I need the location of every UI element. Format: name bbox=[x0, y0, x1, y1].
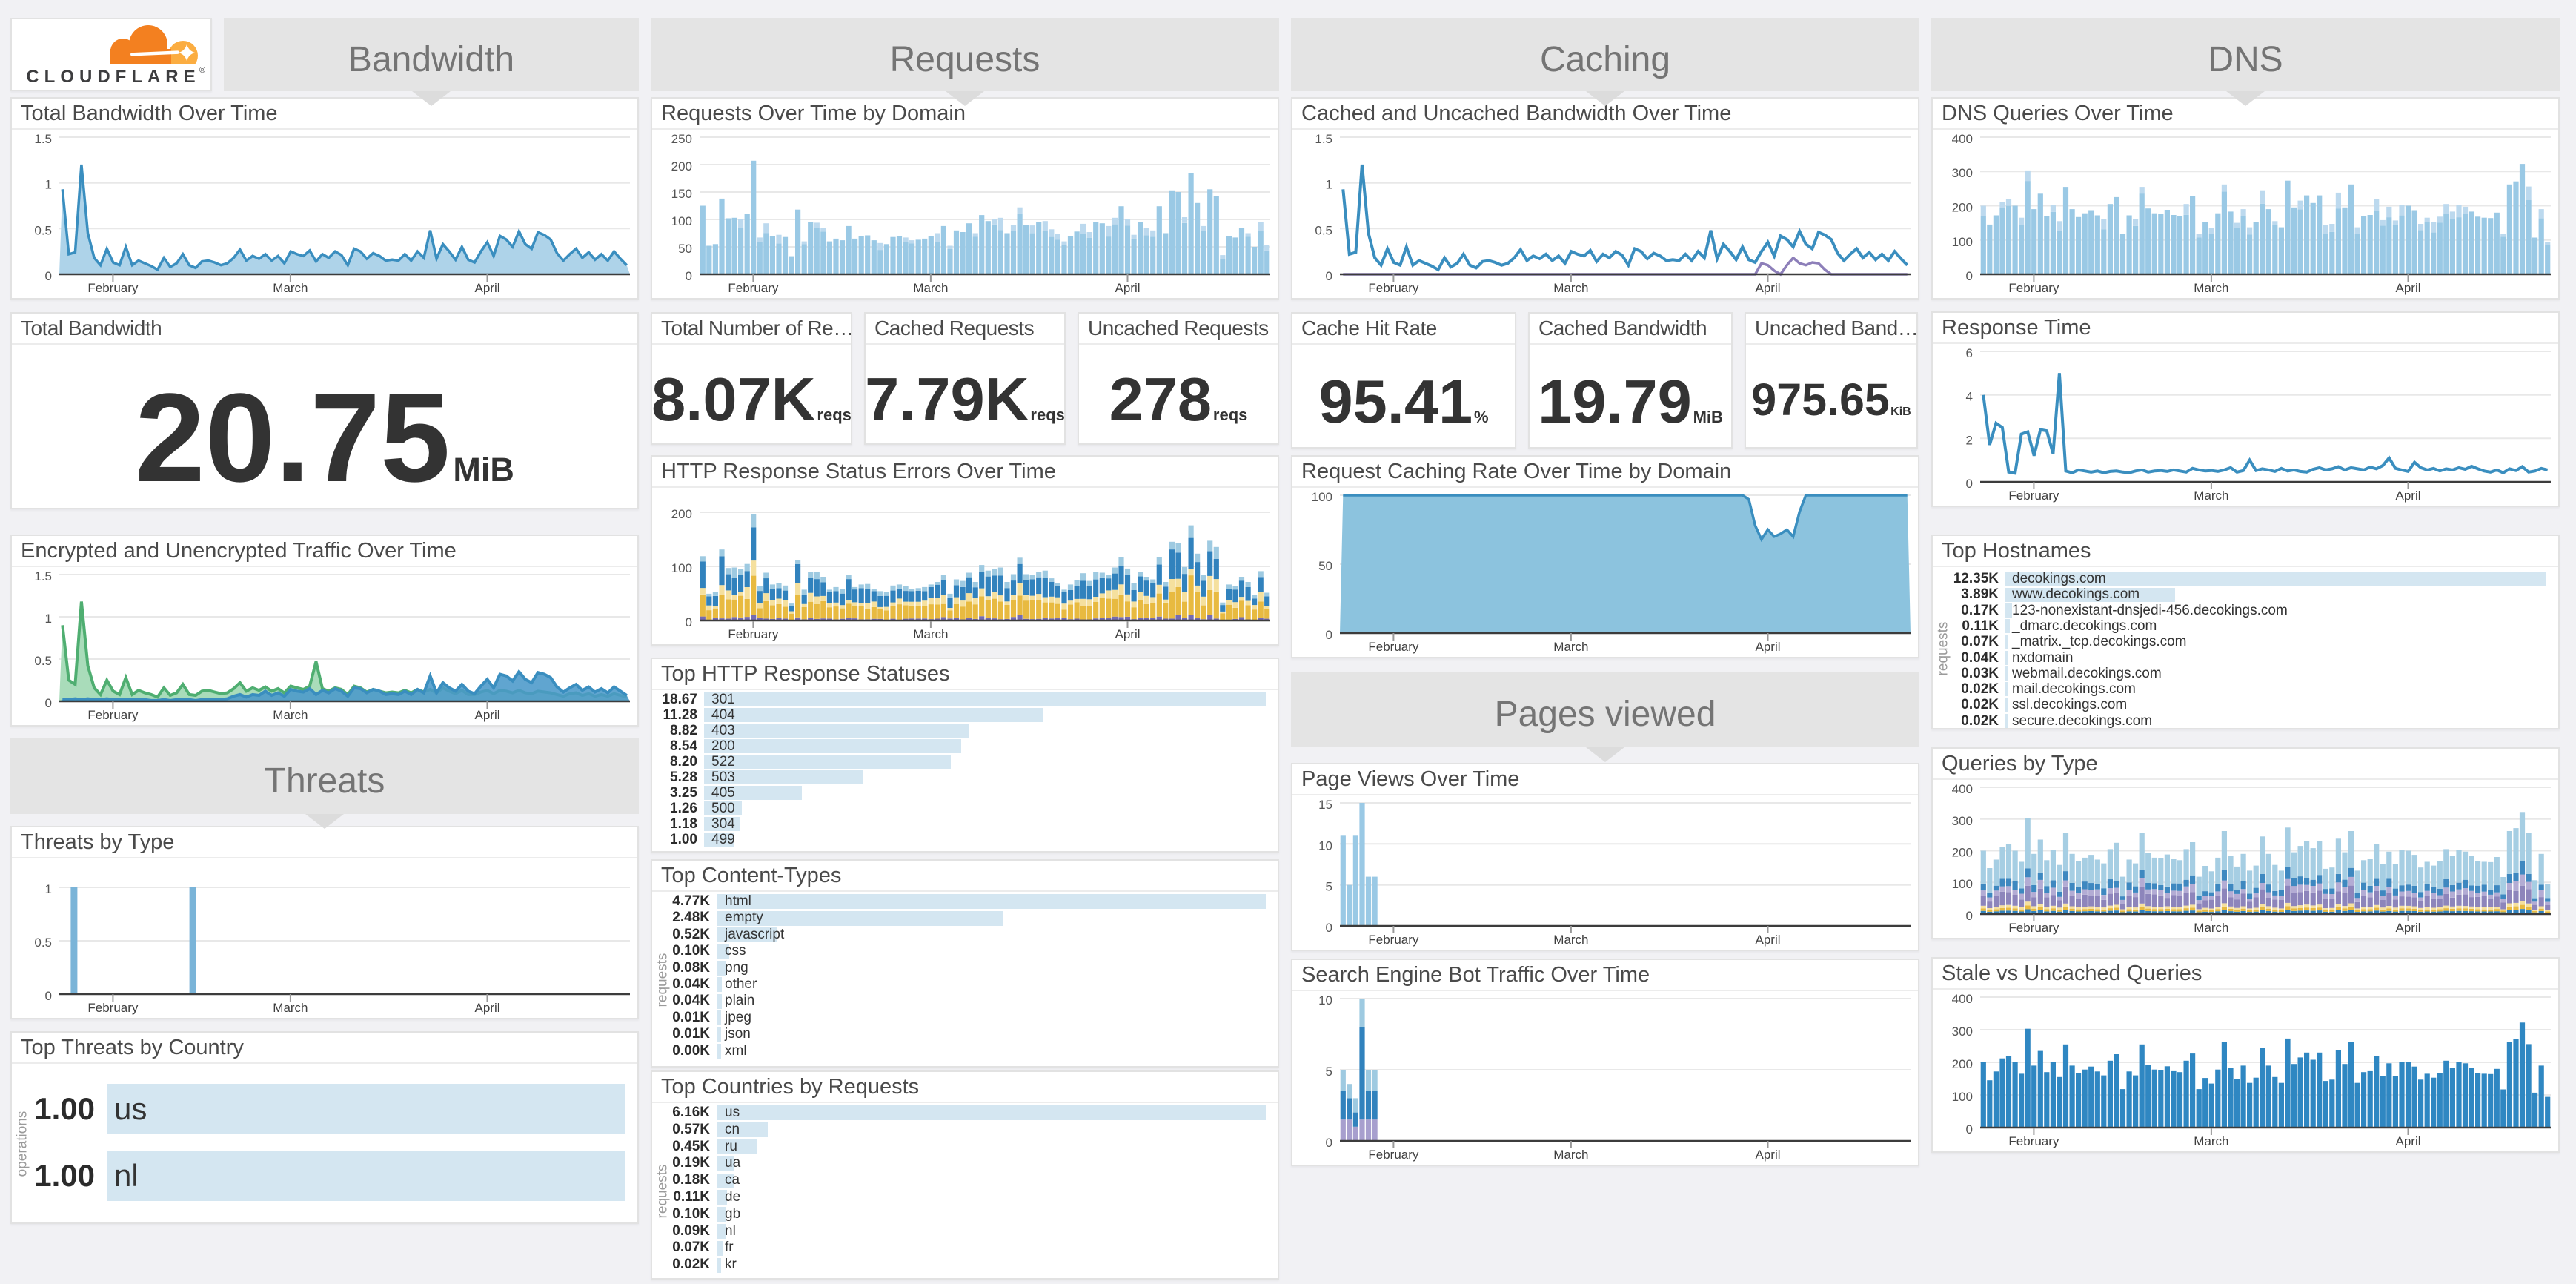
svg-text:February: February bbox=[1368, 1148, 1419, 1162]
svg-text:CLOUDFLARE: CLOUDFLARE bbox=[26, 67, 200, 87]
svg-text:March: March bbox=[273, 1001, 308, 1015]
svg-text:April: April bbox=[1755, 281, 1780, 295]
svg-text:March: March bbox=[273, 708, 308, 722]
svg-text:April: April bbox=[2395, 281, 2420, 295]
svg-text:February: February bbox=[87, 1001, 139, 1015]
svg-text:March: March bbox=[1553, 640, 1588, 654]
svg-text:April: April bbox=[1115, 627, 1140, 641]
svg-text:100: 100 bbox=[1312, 490, 1332, 504]
svg-text:0: 0 bbox=[1326, 628, 1332, 642]
svg-text:200: 200 bbox=[671, 507, 692, 521]
svg-text:April: April bbox=[2395, 489, 2420, 503]
svg-text:0: 0 bbox=[686, 615, 692, 629]
svg-text:0.5: 0.5 bbox=[1315, 223, 1332, 237]
svg-text:February: February bbox=[2008, 921, 2059, 935]
svg-text:March: March bbox=[1553, 933, 1588, 947]
svg-text:April: April bbox=[2395, 921, 2420, 935]
svg-text:50: 50 bbox=[678, 242, 692, 256]
svg-text:0: 0 bbox=[1326, 921, 1332, 935]
svg-text:April: April bbox=[1115, 281, 1140, 295]
svg-text:February: February bbox=[87, 708, 139, 722]
svg-text:February: February bbox=[2008, 1134, 2059, 1148]
svg-text:100: 100 bbox=[671, 214, 692, 228]
svg-text:February: February bbox=[728, 281, 779, 295]
svg-text:300: 300 bbox=[1952, 814, 1973, 828]
svg-text:1.5: 1.5 bbox=[34, 569, 52, 583]
svg-text:0: 0 bbox=[45, 696, 52, 710]
svg-text:1.5: 1.5 bbox=[34, 132, 52, 146]
svg-text:March: March bbox=[1553, 1148, 1588, 1162]
svg-text:0: 0 bbox=[1966, 909, 1973, 923]
svg-text:200: 200 bbox=[1952, 1057, 1973, 1071]
svg-text:1: 1 bbox=[1326, 178, 1332, 192]
svg-text:0: 0 bbox=[1326, 269, 1332, 283]
svg-text:2: 2 bbox=[1966, 433, 1973, 447]
svg-text:February: February bbox=[1368, 933, 1419, 947]
svg-text:250: 250 bbox=[671, 132, 692, 146]
svg-text:0: 0 bbox=[45, 989, 52, 1003]
svg-text:March: March bbox=[913, 627, 948, 641]
svg-text:February: February bbox=[1368, 640, 1419, 654]
svg-text:5: 5 bbox=[1326, 1065, 1332, 1079]
svg-text:300: 300 bbox=[1952, 166, 1973, 180]
svg-text:March: March bbox=[2194, 489, 2228, 503]
svg-text:1: 1 bbox=[45, 178, 52, 192]
svg-text:100: 100 bbox=[1952, 235, 1973, 249]
svg-text:15: 15 bbox=[1318, 798, 1332, 812]
svg-text:100: 100 bbox=[671, 561, 692, 575]
svg-text:10: 10 bbox=[1318, 993, 1332, 1007]
svg-text:February: February bbox=[87, 281, 139, 295]
svg-text:400: 400 bbox=[1952, 992, 1973, 1006]
svg-text:0: 0 bbox=[1326, 1136, 1332, 1150]
svg-text:6: 6 bbox=[1966, 346, 1973, 360]
svg-text:®: ® bbox=[199, 66, 205, 75]
svg-text:March: March bbox=[273, 281, 308, 295]
svg-text:February: February bbox=[1368, 281, 1419, 295]
svg-text:10: 10 bbox=[1318, 838, 1332, 853]
svg-text:February: February bbox=[728, 627, 779, 641]
svg-text:0: 0 bbox=[1966, 1122, 1973, 1136]
svg-text:March: March bbox=[913, 281, 948, 295]
svg-text:50: 50 bbox=[1318, 559, 1332, 573]
svg-text:April: April bbox=[2395, 1134, 2420, 1148]
svg-text:March: March bbox=[1553, 281, 1588, 295]
svg-text:0: 0 bbox=[1966, 269, 1973, 283]
svg-text:1: 1 bbox=[45, 612, 52, 626]
svg-text:0: 0 bbox=[1966, 477, 1973, 491]
svg-text:March: March bbox=[2194, 281, 2228, 295]
svg-text:April: April bbox=[474, 281, 499, 295]
svg-text:200: 200 bbox=[1952, 201, 1973, 215]
svg-text:April: April bbox=[474, 708, 499, 722]
svg-text:1.5: 1.5 bbox=[1315, 132, 1332, 146]
svg-text:5: 5 bbox=[1326, 880, 1332, 894]
svg-text:0.5: 0.5 bbox=[34, 936, 52, 950]
svg-text:April: April bbox=[1755, 1148, 1780, 1162]
svg-text:200: 200 bbox=[1952, 846, 1973, 860]
svg-text:100: 100 bbox=[1952, 1090, 1973, 1104]
svg-text:1: 1 bbox=[45, 882, 52, 896]
svg-text:150: 150 bbox=[671, 187, 692, 201]
svg-text:March: March bbox=[2194, 921, 2228, 935]
svg-text:0.5: 0.5 bbox=[34, 223, 52, 237]
svg-text:April: April bbox=[1755, 640, 1780, 654]
svg-text:April: April bbox=[474, 1001, 499, 1015]
svg-text:300: 300 bbox=[1952, 1025, 1973, 1039]
svg-text:April: April bbox=[1755, 933, 1780, 947]
svg-text:100: 100 bbox=[1952, 877, 1973, 891]
svg-text:0.5: 0.5 bbox=[34, 654, 52, 668]
svg-text:February: February bbox=[2008, 281, 2059, 295]
svg-text:0: 0 bbox=[686, 269, 692, 283]
svg-text:200: 200 bbox=[671, 159, 692, 173]
svg-text:4: 4 bbox=[1966, 390, 1973, 404]
svg-text:400: 400 bbox=[1952, 782, 1973, 796]
svg-text:February: February bbox=[2008, 489, 2059, 503]
svg-text:March: March bbox=[2194, 1134, 2228, 1148]
svg-text:400: 400 bbox=[1952, 132, 1973, 146]
svg-text:0: 0 bbox=[45, 269, 52, 283]
